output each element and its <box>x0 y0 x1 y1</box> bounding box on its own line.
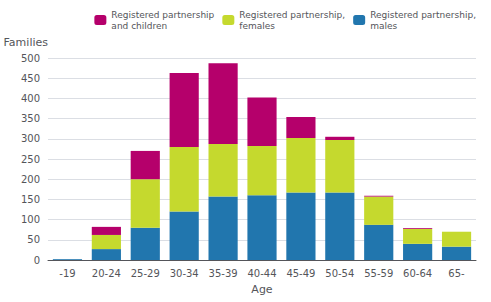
svg-text:Families: Families <box>4 36 49 49</box>
svg-text:25-29: 25-29 <box>131 268 160 279</box>
svg-text:Age: Age <box>251 283 273 296</box>
svg-text:50: 50 <box>27 234 40 245</box>
svg-text:Registered partnership,: Registered partnership, <box>370 10 476 20</box>
svg-text:200: 200 <box>21 174 40 185</box>
svg-text:45-49: 45-49 <box>286 268 315 279</box>
svg-text:300: 300 <box>21 133 40 144</box>
svg-text:350: 350 <box>21 113 40 124</box>
svg-text:and children: and children <box>111 21 167 31</box>
svg-text:Registered partnership: Registered partnership <box>111 10 214 20</box>
svg-text:500: 500 <box>21 53 40 64</box>
svg-text:150: 150 <box>21 194 40 205</box>
svg-text:40-44: 40-44 <box>247 268 276 279</box>
svg-text:-19: -19 <box>59 268 75 279</box>
svg-text:400: 400 <box>21 93 40 104</box>
svg-text:Registered partnership,: Registered partnership, <box>239 10 345 20</box>
svg-text:50-54: 50-54 <box>325 268 354 279</box>
svg-text:65-: 65- <box>448 268 465 279</box>
svg-text:100: 100 <box>21 214 40 225</box>
svg-text:250: 250 <box>21 154 40 165</box>
svg-text:450: 450 <box>21 73 40 84</box>
svg-text:60-64: 60-64 <box>403 268 432 279</box>
svg-text:30-34: 30-34 <box>170 268 199 279</box>
svg-text:males: males <box>370 21 397 31</box>
svg-text:35-39: 35-39 <box>209 268 238 279</box>
svg-text:females: females <box>239 21 275 31</box>
svg-text:55-59: 55-59 <box>364 268 393 279</box>
svg-text:0: 0 <box>34 255 40 266</box>
svg-text:20-24: 20-24 <box>92 268 121 279</box>
